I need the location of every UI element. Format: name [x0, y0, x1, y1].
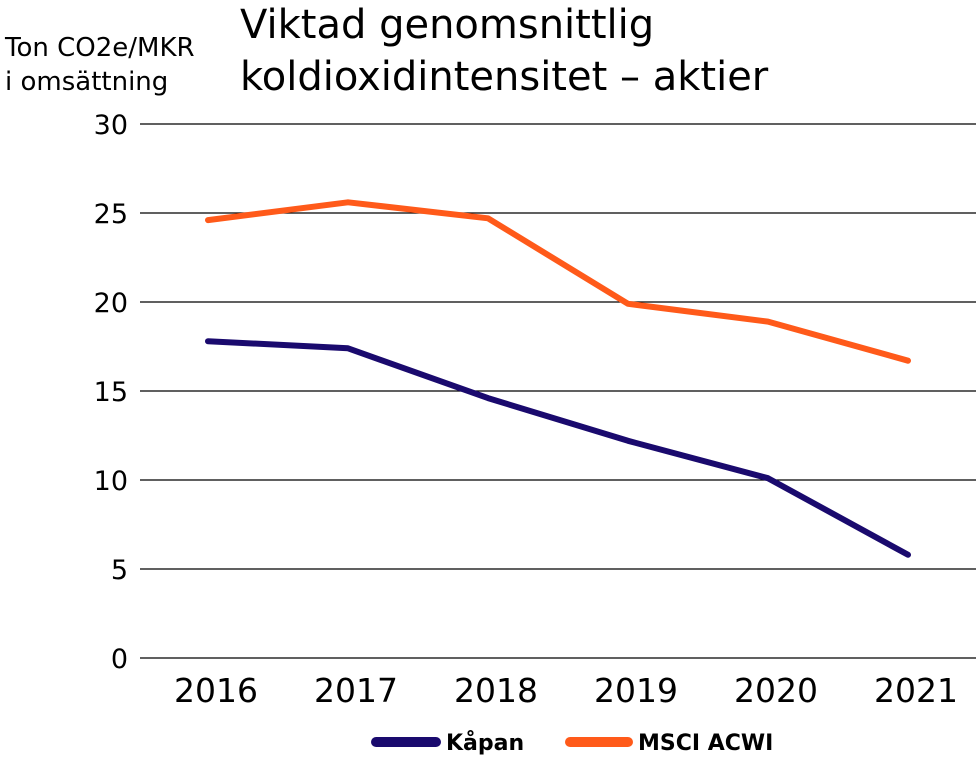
y-tick-label: 0: [111, 644, 128, 675]
x-tick-label: 2019: [594, 671, 678, 710]
y-tick-label: 10: [94, 466, 128, 497]
x-tick-label: 2017: [314, 671, 398, 710]
y-axis-label-line-1: Ton CO2e/MKR: [4, 33, 195, 63]
y-axis-ticks: 0 5 10 15 20 25 30: [94, 110, 128, 675]
legend: Kåpan MSCI ACWI: [371, 730, 773, 756]
x-tick-label: 2016: [174, 671, 258, 710]
chart-title: Viktad genomsnittlig koldioxidintensitet…: [240, 2, 769, 100]
series-line-2: [205, 199, 911, 364]
x-tick-label: 2021: [874, 671, 958, 710]
legend-label: Kåpan: [446, 730, 524, 756]
y-tick-label: 25: [94, 199, 128, 230]
x-tick-label: 2018: [454, 671, 538, 710]
y-tick-label: 30: [94, 110, 128, 141]
y-tick-label: 5: [111, 555, 128, 586]
x-tick-label: 2020: [734, 671, 818, 710]
x-axis-ticks: 2016 2017 2018 2019 2020 2021: [174, 671, 958, 710]
chart-title-line-2: koldioxidintensitet – aktier: [240, 54, 769, 100]
gridlines: [140, 123, 976, 659]
y-axis-label: Ton CO2e/MKR i omsättning: [4, 33, 195, 97]
legend-label: MSCI ACWI: [638, 731, 773, 756]
chart-title-line-1: Viktad genomsnittlig: [240, 2, 654, 48]
series-line-1: [205, 338, 911, 558]
y-tick-label: 15: [94, 377, 128, 408]
series-layer: [205, 199, 911, 558]
y-tick-label: 20: [94, 288, 128, 319]
y-axis-label-line-2: i omsättning: [5, 67, 168, 97]
